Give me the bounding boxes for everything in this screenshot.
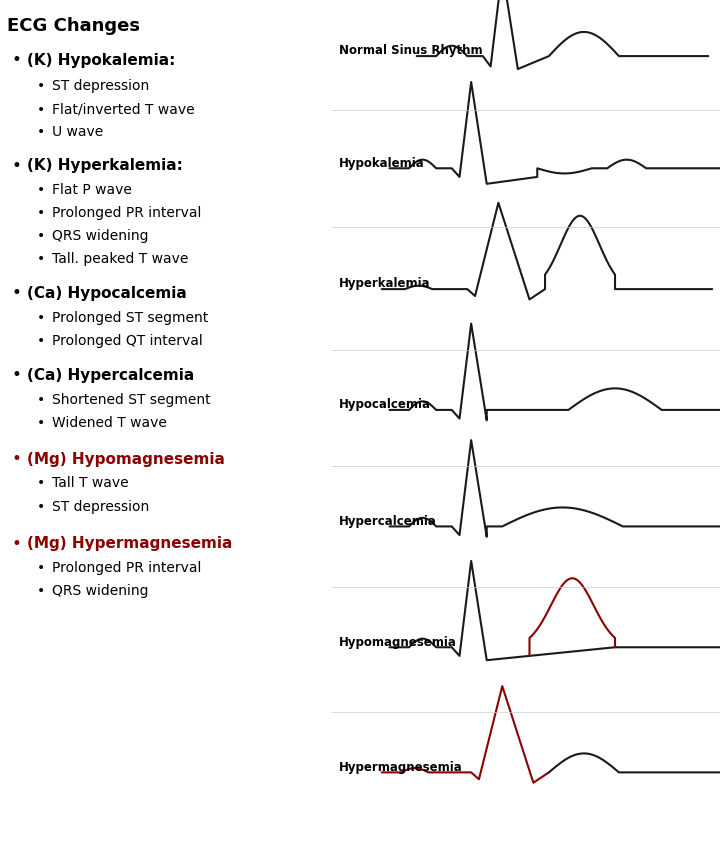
Text: Flat/inverted T wave: Flat/inverted T wave: [52, 103, 195, 117]
Text: Prolonged QT interval: Prolonged QT interval: [52, 334, 203, 348]
Text: •: •: [37, 252, 45, 266]
Text: •: •: [37, 334, 45, 348]
Text: Prolonged PR interval: Prolonged PR interval: [52, 206, 202, 220]
Text: Hyperkalemia: Hyperkalemia: [339, 277, 431, 291]
Text: (Ca) Hypocalcemia: (Ca) Hypocalcemia: [27, 286, 186, 301]
Text: Hypomagnesemia: Hypomagnesemia: [339, 635, 457, 649]
Text: Hypercalcemia: Hypercalcemia: [339, 514, 437, 528]
Text: •: •: [37, 229, 45, 243]
Text: •: •: [37, 393, 45, 406]
Text: •: •: [37, 584, 45, 598]
Text: Hypermagnesemia: Hypermagnesemia: [339, 760, 463, 774]
Text: •: •: [37, 79, 45, 93]
Text: Hypokalemia: Hypokalemia: [339, 156, 425, 170]
Text: •: •: [37, 103, 45, 117]
Text: Normal Sinus Rhythm: Normal Sinus Rhythm: [339, 44, 482, 58]
Text: Shortened ST segment: Shortened ST segment: [52, 393, 211, 406]
Text: •: •: [12, 52, 21, 69]
Text: •: •: [37, 125, 45, 139]
Text: •: •: [37, 416, 45, 430]
Text: •: •: [12, 157, 21, 174]
Text: •: •: [12, 535, 21, 552]
Text: Widened T wave: Widened T wave: [52, 416, 167, 430]
Text: •: •: [37, 311, 45, 324]
Text: ST depression: ST depression: [52, 500, 150, 513]
Text: •: •: [37, 500, 45, 513]
Text: Flat P wave: Flat P wave: [52, 183, 132, 197]
Text: U wave: U wave: [52, 125, 104, 139]
Text: (K) Hyperkalemia:: (K) Hyperkalemia:: [27, 158, 183, 173]
Text: Tall. peaked T wave: Tall. peaked T wave: [52, 252, 189, 266]
Text: •: •: [12, 450, 21, 468]
Text: (Mg) Hypermagnesemia: (Mg) Hypermagnesemia: [27, 536, 233, 551]
Text: •: •: [12, 367, 21, 384]
Text: Hypocalcemia: Hypocalcemia: [339, 398, 431, 412]
Text: ECG Changes: ECG Changes: [7, 17, 140, 35]
Text: •: •: [12, 285, 21, 302]
Text: •: •: [37, 206, 45, 220]
Text: (Mg) Hypomagnesemia: (Mg) Hypomagnesemia: [27, 451, 225, 467]
Text: Tall T wave: Tall T wave: [52, 476, 129, 490]
Text: QRS widening: QRS widening: [52, 229, 149, 243]
Text: •: •: [37, 183, 45, 197]
Text: ST depression: ST depression: [52, 79, 150, 93]
Text: QRS widening: QRS widening: [52, 584, 149, 598]
Text: •: •: [37, 561, 45, 575]
Text: (Ca) Hypercalcemia: (Ca) Hypercalcemia: [27, 368, 194, 383]
Text: Prolonged ST segment: Prolonged ST segment: [52, 311, 209, 324]
Text: •: •: [37, 476, 45, 490]
Text: (K) Hypokalemia:: (K) Hypokalemia:: [27, 53, 176, 68]
Text: Prolonged PR interval: Prolonged PR interval: [52, 561, 202, 575]
